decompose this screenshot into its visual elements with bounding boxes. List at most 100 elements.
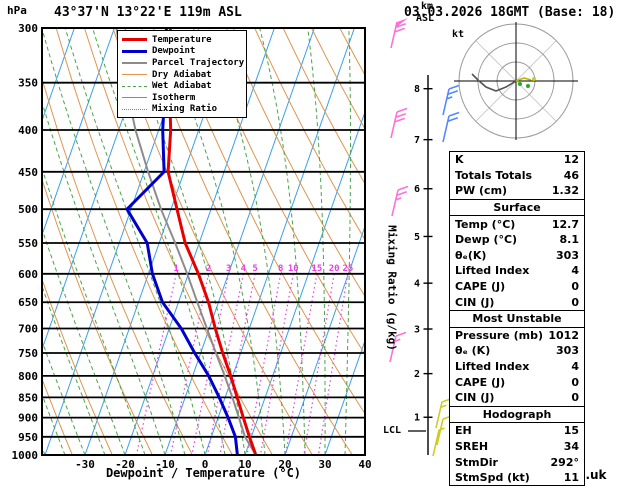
plot-area: 1 2 3 4 5 8 10 15 20 25	[42, 28, 365, 455]
mixing-ratio-value-label: 5	[252, 264, 257, 274]
wet-adiabat-line	[259, 28, 306, 455]
legend-swatch	[122, 74, 147, 76]
table-row: Totals Totals 46	[450, 168, 584, 184]
station-title: 43°37'N 13°22'E 119m ASL	[54, 5, 242, 20]
indices-table: K 12 Totals Totals 46 PW (cm) 1.32 Surface Temp…	[449, 151, 585, 486]
dry-adiabat-line	[42, 377, 73, 455]
row-label: StmDir	[455, 455, 498, 469]
row-value: 8.1	[559, 233, 580, 247]
wind-barb-tick	[447, 116, 459, 122]
wet-adiabat-line	[42, 28, 186, 455]
table-row: PW (cm) 1.32	[450, 183, 584, 199]
dry-adiabat-line	[282, 28, 365, 185]
temp-tick-label: 0	[202, 458, 209, 471]
wind-barb-halftick	[440, 404, 447, 408]
mixing-ratio-line	[246, 273, 282, 455]
section-header: Most Unstable	[450, 309, 584, 328]
wind-barb-staff	[390, 111, 398, 139]
row-value: 292°	[550, 455, 579, 469]
row-value: 1.32	[551, 184, 579, 198]
wind-barb-tick	[448, 111, 460, 117]
plot-frame	[41, 27, 366, 456]
row-value: 303	[556, 248, 579, 262]
mixing-ratio-value-label: 10	[288, 264, 299, 274]
km-tick-label: 1	[414, 413, 420, 424]
legend-item: Temperature	[122, 34, 243, 46]
km-tick-label: 2	[414, 369, 420, 380]
run-datetime: 03.03.2026 18GMT (Base: 18)	[404, 5, 616, 20]
mixing-ratio-value-label: 1	[173, 264, 178, 274]
wind-barb-tick	[448, 84, 460, 90]
wet-adiabat-line	[208, 28, 286, 455]
legend-label: Dry Adiabat	[152, 69, 212, 80]
dewpoint-curve	[125, 28, 239, 455]
row-label: Temp (°C)	[455, 217, 516, 231]
lcl-label: LCL	[383, 425, 402, 436]
wind-barb-tick	[397, 185, 409, 191]
pressure-tick-label: 500	[18, 203, 38, 216]
isotherm-line	[244, 110, 365, 455]
row-label: CIN (J)	[455, 295, 495, 309]
table-row: Temp (°C) 12.7	[450, 216, 584, 232]
row-label: CAPE (J)	[455, 280, 506, 294]
row-label: θₑ(K)	[455, 248, 487, 262]
row-label: CIN (J)	[455, 391, 495, 405]
wind-barb-tick	[394, 117, 405, 123]
legend-item: Isotherm	[122, 92, 243, 104]
row-value: 1012	[548, 328, 579, 342]
table-row: StmSpd (kt) 11	[450, 470, 584, 486]
x-axis-label: Dewpoint / Temperature (°C)	[105, 466, 302, 480]
hodograph-unit-label: kt	[452, 29, 465, 40]
pressure-tick-label: 800	[18, 370, 38, 383]
wind-barb-tick	[395, 22, 407, 28]
km-unit-label: km	[421, 1, 434, 12]
isotherm-line	[124, 28, 275, 455]
table-row: Pressure (mb) 1012	[450, 328, 584, 344]
isotherm-line	[324, 339, 365, 455]
temp-tick-label: -30	[75, 458, 95, 471]
row-label: K	[455, 153, 464, 167]
pressure-tick-label: 450	[18, 166, 38, 179]
row-value: 4	[571, 360, 579, 374]
isotherm-line	[42, 28, 75, 123]
wet-adiabat-line	[307, 28, 326, 455]
row-label: StmSpd (kt)	[455, 471, 530, 485]
legend-label: Dewpoint	[152, 46, 196, 57]
mixing-ratio-value-label: 4	[241, 264, 247, 274]
wet-adiabat-line	[364, 444, 365, 455]
row-value: 34	[563, 439, 579, 453]
dry-adiabat-line	[42, 277, 113, 455]
isotherm-line	[164, 28, 315, 455]
wind-barb-tick	[394, 27, 405, 33]
legend-swatch	[122, 85, 147, 87]
pressure-tick-label: 400	[18, 124, 38, 137]
wind-barb-halftick	[438, 427, 445, 431]
wind-barb-halftick	[394, 338, 401, 342]
pressure-tick-label: 750	[18, 347, 38, 360]
pressure-tick-label: 1000	[12, 449, 39, 462]
pressure-tick-label: 700	[18, 323, 38, 336]
table-row: CIN (J) 0	[450, 294, 584, 310]
km-tick-label: 4	[414, 279, 420, 290]
isotherm-line	[284, 224, 365, 455]
row-value: 303	[556, 344, 579, 358]
wind-barb-staff	[432, 429, 440, 457]
table-row: Lifted Index 4	[450, 263, 584, 279]
hodograph-dot	[518, 82, 522, 86]
table-row: StmDir 292°	[450, 454, 584, 470]
wind-barb-tick	[447, 89, 459, 95]
mixing-ratio-value-label: 20	[329, 264, 340, 274]
row-value: 12	[563, 153, 579, 167]
temp-tick-label: 30	[318, 458, 331, 471]
pressure-tick-label: 300	[18, 22, 38, 35]
legend-swatch	[122, 97, 147, 99]
row-value: 0	[571, 280, 579, 294]
mixing-ratio-value-label: 3	[226, 264, 231, 274]
mixing-ratio-value-label: 2	[206, 264, 211, 274]
wind-barb-tick	[395, 112, 407, 118]
legend-swatch	[122, 61, 147, 64]
pressure-tick-label: 550	[18, 237, 38, 250]
table-row: Lifted Index 4	[450, 359, 584, 375]
mixing-ratio-line	[317, 273, 349, 455]
row-label: PW (cm)	[455, 184, 508, 198]
